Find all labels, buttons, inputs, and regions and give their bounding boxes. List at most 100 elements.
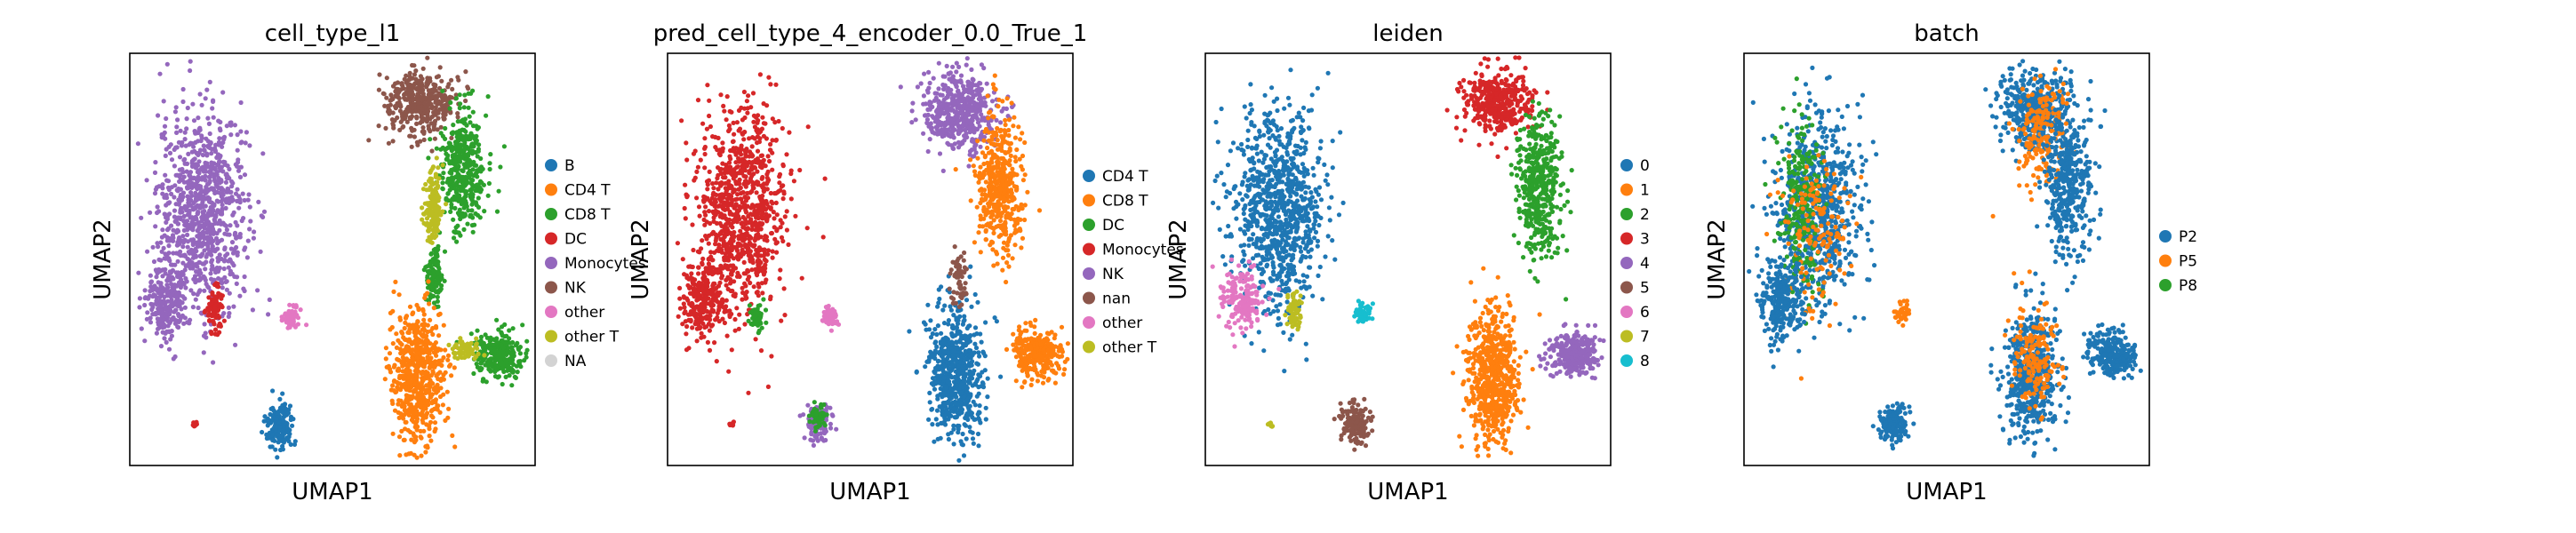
scatter-point — [689, 300, 694, 306]
scatter-point — [756, 330, 761, 336]
scatter-point — [227, 166, 232, 171]
scatter-point — [169, 288, 174, 293]
legend-marker — [545, 232, 557, 245]
scatter-point — [188, 68, 193, 74]
scatter-point — [166, 187, 172, 193]
scatter-point — [192, 129, 197, 134]
scatter-point — [766, 213, 772, 219]
scatter-point — [424, 209, 429, 214]
scatter-point — [720, 299, 725, 305]
scatter-point — [168, 262, 174, 267]
scatter-point — [202, 309, 207, 314]
scatter-point — [431, 273, 436, 278]
scatter-point — [439, 93, 444, 99]
scatter-point — [755, 160, 761, 165]
scatter-point — [223, 179, 228, 185]
scatter-point — [808, 425, 813, 430]
scatter-point — [777, 276, 782, 282]
scatter-point — [228, 179, 235, 184]
scatter-point — [173, 293, 179, 298]
scatter-point — [267, 430, 272, 435]
scatter-point — [739, 143, 744, 148]
scatter-point — [426, 91, 431, 97]
scatter-point — [160, 301, 165, 306]
point-cluster-other-t — [420, 155, 449, 245]
scatter-point — [186, 250, 191, 255]
scatter-point — [402, 337, 408, 342]
scatter-point — [419, 453, 424, 458]
scatter-point — [764, 320, 769, 325]
scatter-point — [443, 347, 448, 353]
scatter-point — [748, 166, 754, 171]
scatter-point — [724, 277, 729, 282]
scatter-point — [708, 220, 713, 227]
scatter-point — [811, 442, 817, 448]
scatter-points — [675, 56, 1070, 463]
scatter-point — [770, 255, 775, 260]
scatter-point — [238, 99, 244, 106]
legend-marker — [545, 208, 557, 220]
scatter-point — [190, 305, 196, 310]
scatter-point — [690, 276, 695, 282]
scatter-point — [774, 228, 780, 234]
scatter-point — [726, 179, 732, 184]
scatter-point — [433, 397, 438, 402]
legend-item: DC — [545, 231, 587, 249]
scatter-point — [228, 268, 233, 274]
scatter-point — [414, 342, 420, 347]
scatter-point — [177, 155, 183, 160]
scatter-point — [201, 350, 206, 355]
scatter-point — [154, 287, 159, 292]
scatter-point — [224, 279, 229, 284]
scatter-point — [482, 353, 487, 358]
scatter-point — [768, 190, 773, 196]
scatter-point — [181, 219, 187, 224]
scatter-point — [236, 205, 242, 211]
scatter-point — [284, 420, 289, 426]
scatter-point — [148, 301, 154, 306]
scatter-point — [383, 346, 388, 351]
scatter-point — [223, 223, 228, 228]
scatter-point — [749, 188, 755, 195]
scatter-point — [195, 186, 200, 191]
scatter-point — [415, 358, 420, 363]
scatter-point — [450, 179, 455, 185]
scatter-point — [176, 186, 181, 192]
scatter-point — [279, 314, 284, 320]
scatter-point — [222, 160, 228, 165]
scatter-point — [446, 363, 452, 369]
scatter-point — [275, 455, 280, 460]
scatter-point — [508, 360, 514, 365]
scatter-point — [188, 203, 193, 208]
scatter-point — [268, 418, 274, 424]
scatter-point — [159, 249, 164, 254]
scatter-point — [191, 118, 197, 123]
scatter-point — [742, 281, 748, 286]
scatter-point — [219, 210, 224, 215]
scatter-point — [158, 344, 164, 349]
scatter-point — [404, 362, 410, 369]
scatter-point — [455, 171, 460, 177]
scatter-point — [220, 135, 227, 140]
scatter-point — [426, 123, 431, 129]
scatter-point — [228, 223, 233, 228]
scatter-point — [185, 212, 190, 218]
scatter-point — [409, 144, 414, 149]
scatter-point — [705, 268, 710, 274]
scatter-point — [692, 178, 697, 183]
scatter-point — [420, 334, 426, 339]
scatter-point — [702, 136, 708, 141]
scatter-point — [830, 317, 836, 323]
scatter-point — [175, 259, 180, 264]
scatter-point — [452, 351, 458, 356]
scatter-point — [507, 336, 512, 341]
scatter-point — [734, 306, 740, 311]
scatter-point — [220, 281, 225, 286]
scatter-point — [716, 292, 721, 298]
scatter-point — [135, 141, 140, 147]
scatter-point — [429, 408, 435, 413]
scatter-point — [172, 163, 177, 169]
scatter-point — [183, 263, 189, 268]
scatter-point — [383, 356, 388, 362]
scatter-point — [494, 340, 500, 346]
